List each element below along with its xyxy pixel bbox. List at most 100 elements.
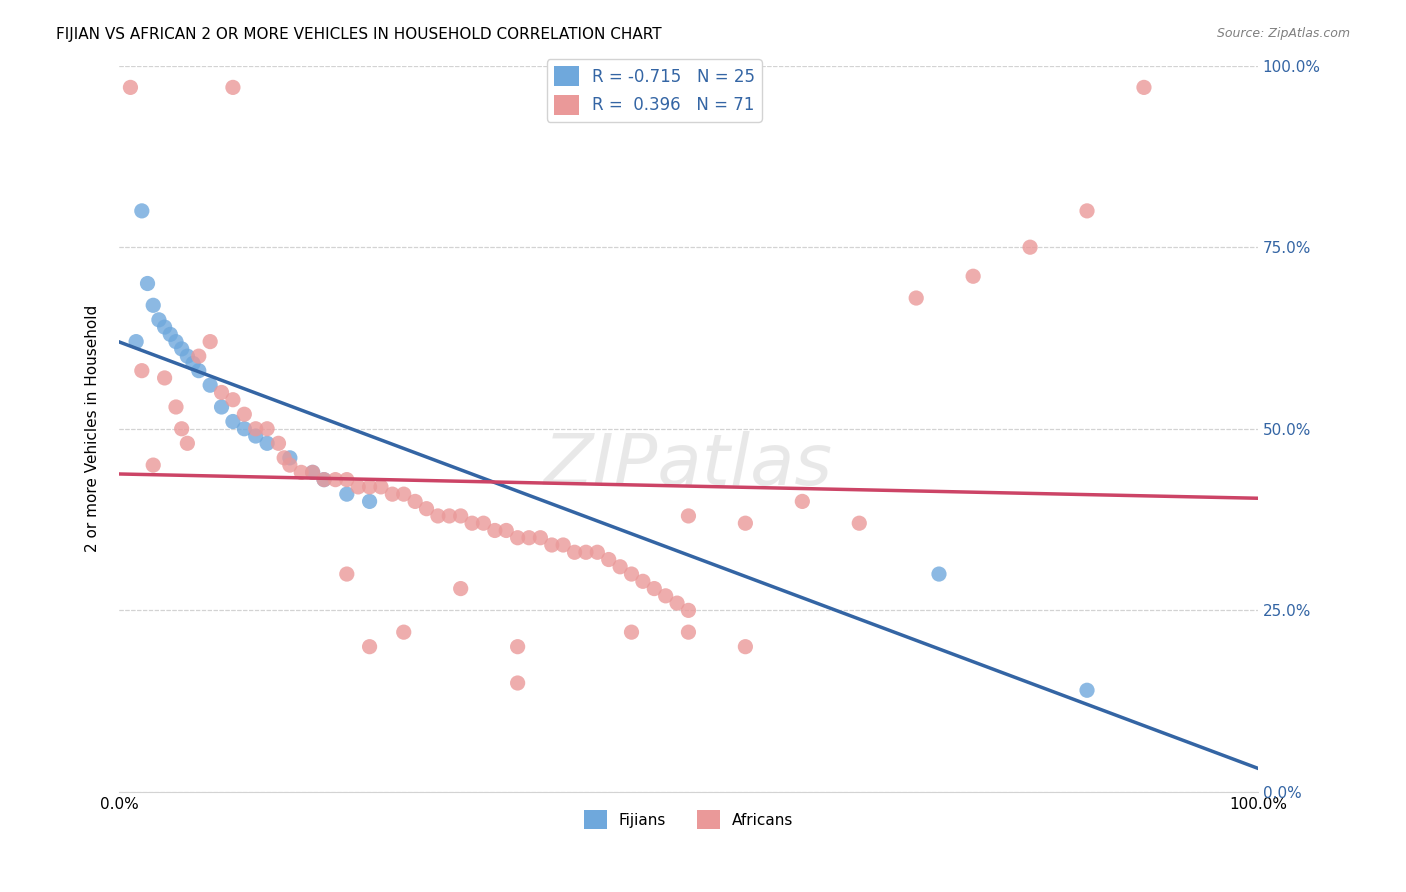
Point xyxy=(359,640,381,654)
Point xyxy=(506,531,529,545)
Point xyxy=(159,327,181,342)
Point xyxy=(529,531,551,545)
Point xyxy=(962,269,984,284)
Point xyxy=(245,429,267,443)
Point xyxy=(392,487,415,501)
Point xyxy=(609,559,631,574)
Point xyxy=(1076,203,1098,218)
Point xyxy=(666,596,689,610)
Point xyxy=(153,320,176,334)
Point xyxy=(426,508,449,523)
Point xyxy=(734,640,756,654)
Point xyxy=(620,625,643,640)
Point xyxy=(256,436,278,450)
Point xyxy=(336,473,359,487)
Point xyxy=(359,494,381,508)
Point xyxy=(734,516,756,531)
Point xyxy=(142,298,165,312)
Point xyxy=(347,480,370,494)
Point xyxy=(233,407,256,421)
Point xyxy=(211,400,233,414)
Point xyxy=(553,538,575,552)
Point xyxy=(222,415,245,429)
Point xyxy=(153,371,176,385)
Point xyxy=(278,450,301,465)
Point xyxy=(165,334,187,349)
Point xyxy=(654,589,676,603)
Point xyxy=(176,349,198,363)
Point xyxy=(301,466,323,480)
Point xyxy=(170,422,193,436)
Text: ZIPatlas: ZIPatlas xyxy=(544,431,832,500)
Point xyxy=(170,342,193,356)
Point xyxy=(290,466,312,480)
Point xyxy=(439,508,461,523)
Point xyxy=(187,364,209,378)
Point xyxy=(381,487,404,501)
Point xyxy=(211,385,233,400)
Point xyxy=(336,487,359,501)
Point xyxy=(575,545,598,559)
Point xyxy=(905,291,928,305)
Point xyxy=(267,436,290,450)
Point xyxy=(125,334,148,349)
Point xyxy=(506,676,529,690)
Point xyxy=(148,313,170,327)
Y-axis label: 2 or more Vehicles in Household: 2 or more Vehicles in Household xyxy=(86,305,100,552)
Point xyxy=(631,574,654,589)
Point xyxy=(598,552,620,566)
Point xyxy=(273,450,295,465)
Point xyxy=(586,545,609,559)
Point xyxy=(1076,683,1098,698)
Point xyxy=(187,349,209,363)
Point xyxy=(392,625,415,640)
Point xyxy=(928,567,950,582)
Point xyxy=(1133,80,1156,95)
Point xyxy=(359,480,381,494)
Point xyxy=(131,203,153,218)
Point xyxy=(176,436,198,450)
Point xyxy=(222,80,245,95)
Point xyxy=(450,508,472,523)
Point xyxy=(484,524,506,538)
Point xyxy=(336,567,359,582)
Point xyxy=(245,422,267,436)
Point xyxy=(136,277,159,291)
Point xyxy=(517,531,540,545)
Point xyxy=(678,508,700,523)
Point xyxy=(233,422,256,436)
Point xyxy=(198,334,221,349)
Point xyxy=(222,392,245,407)
Text: FIJIAN VS AFRICAN 2 OR MORE VEHICLES IN HOUSEHOLD CORRELATION CHART: FIJIAN VS AFRICAN 2 OR MORE VEHICLES IN … xyxy=(56,27,662,42)
Point xyxy=(181,356,204,370)
Point xyxy=(278,458,301,472)
Text: Source: ZipAtlas.com: Source: ZipAtlas.com xyxy=(1216,27,1350,40)
Point xyxy=(165,400,187,414)
Point xyxy=(564,545,586,559)
Point xyxy=(325,473,347,487)
Point xyxy=(678,603,700,617)
Point xyxy=(404,494,426,508)
Point xyxy=(461,516,484,531)
Point xyxy=(415,501,437,516)
Point xyxy=(312,473,335,487)
Point xyxy=(472,516,495,531)
Point xyxy=(301,466,323,480)
Legend: Fijians, Africans: Fijians, Africans xyxy=(578,805,800,835)
Point xyxy=(643,582,665,596)
Point xyxy=(131,364,153,378)
Point xyxy=(678,625,700,640)
Point xyxy=(256,422,278,436)
Point xyxy=(312,473,335,487)
Point xyxy=(792,494,814,508)
Point xyxy=(120,80,142,95)
Point xyxy=(848,516,870,531)
Point xyxy=(540,538,562,552)
Point xyxy=(495,524,517,538)
Point xyxy=(620,567,643,582)
Point xyxy=(370,480,392,494)
Point xyxy=(198,378,221,392)
Point xyxy=(1019,240,1042,254)
Point xyxy=(450,582,472,596)
Point xyxy=(142,458,165,472)
